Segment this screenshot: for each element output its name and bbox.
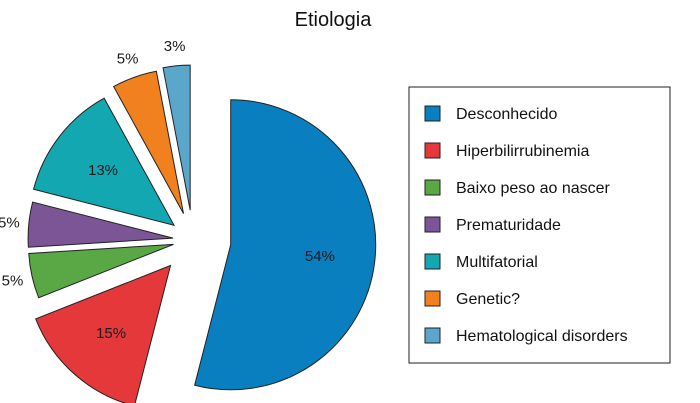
pie-slice-genetic <box>112 70 185 214</box>
legend-swatch-prematuridade <box>424 216 441 233</box>
pie-slice-hiperbilirrubinemia <box>35 264 172 403</box>
pie-slice-prematuridade <box>27 201 174 248</box>
legend-box <box>408 86 671 364</box>
pie-slice-labels: 54% 15% 5% 5% 13% 5% 3% <box>0 38 335 342</box>
legend-swatch-desconhecido <box>424 105 441 122</box>
legend-swatch-genetic <box>424 290 441 307</box>
pie-slice-hematological-disorders <box>162 64 191 211</box>
pie-slice-multifatorial <box>32 97 176 227</box>
legend-swatch-hiperbilirrubinemia <box>424 142 441 159</box>
pie-slice-baixo-peso-ao-nascer <box>28 243 174 299</box>
pie-slice-desconhecido <box>194 99 377 391</box>
legend-label-prematuridade: Prematuridade <box>456 217 561 234</box>
slice-label-prematuridade: 5% <box>0 215 20 232</box>
legend-swatch-hematological-disorders <box>424 327 441 344</box>
slice-label-multifatorial: 13% <box>88 162 118 179</box>
chart-title: Etiologia <box>295 9 373 31</box>
legend: Desconhecido Hiperbilirrubinemia Baixo pes… <box>408 86 671 364</box>
slice-label-genetic: 5% <box>117 50 139 67</box>
slice-label-desconhecido: 54% <box>305 248 335 265</box>
legend-label-desconhecido: Desconhecido <box>456 106 558 123</box>
legend-label-multifatorial: Multifatorial <box>456 254 538 271</box>
slice-label-baixo-peso-ao-nascer: 5% <box>2 272 24 289</box>
pie-slices <box>27 64 377 403</box>
slice-label-hiperbilirrubinemia: 15% <box>96 325 126 342</box>
slice-label-hematological-disorders: 3% <box>164 38 186 55</box>
legend-items: Desconhecido Hiperbilirrubinemia Baixo pes… <box>424 105 628 345</box>
legend-swatch-multifatorial <box>424 253 441 270</box>
legend-label-baixo-peso-ao-nascer: Baixo peso ao nascer <box>456 180 611 197</box>
legend-label-hiperbilirrubinemia: Hiperbilirrubinemia <box>456 143 589 160</box>
legend-label-genetic: Genetic? <box>456 291 520 308</box>
legend-label-hematological-disorders: Hematological disorders <box>456 328 628 345</box>
legend-swatch-baixo-peso-ao-nascer <box>424 179 441 196</box>
